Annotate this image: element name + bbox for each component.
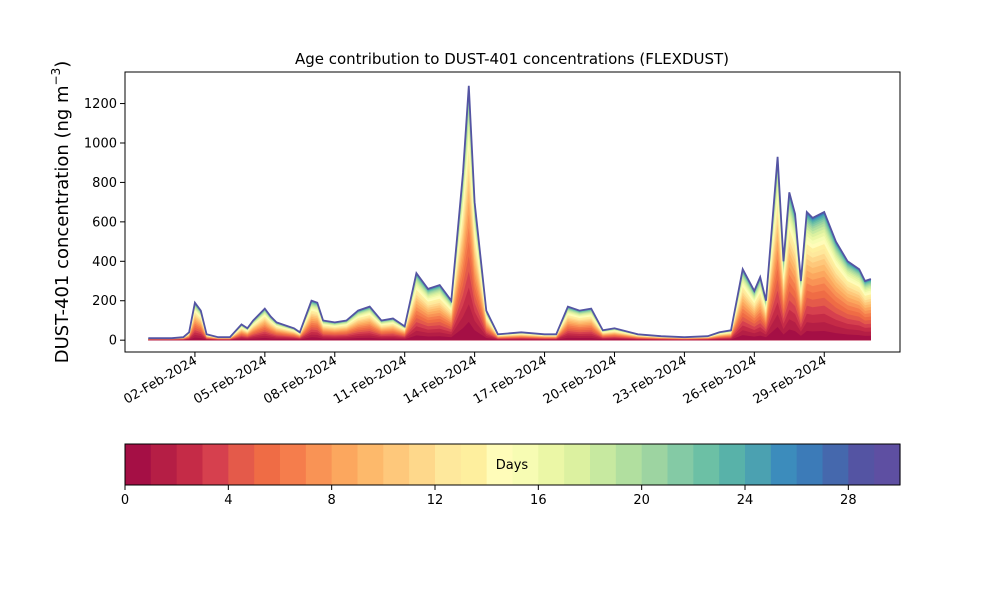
- colorbar-segment: [254, 444, 281, 485]
- y-tick-label: 400: [92, 255, 117, 270]
- x-tick-label: 20-Feb-2024: [541, 353, 620, 407]
- colorbar-segment: [331, 444, 359, 485]
- x-tick-label: 05-Feb-2024: [191, 353, 270, 407]
- y-axis-label-close: ): [52, 61, 73, 68]
- colorbar-segment: [435, 444, 462, 485]
- y-axis-label-main: DUST-401 concentration (ng m: [52, 85, 73, 363]
- x-tick-label: 11-Feb-2024: [331, 353, 410, 407]
- colorbar-segment: [512, 444, 539, 485]
- colorbar-tick-label: 8: [328, 493, 336, 508]
- colorbar-segment: [615, 444, 643, 485]
- colorbar-tick-label: 28: [840, 493, 857, 508]
- colorbar-segment: [280, 444, 307, 485]
- colorbar-segment: [176, 444, 204, 485]
- colorbar-segment: [564, 444, 591, 485]
- colorbar-segment: [796, 444, 824, 485]
- y-tick-label: 800: [92, 176, 117, 191]
- plot-frame: [124, 71, 901, 353]
- colorbar-segment: [150, 444, 178, 485]
- age-band-area: [148, 321, 871, 341]
- colorbar-segment: [590, 444, 617, 485]
- x-tick-label: 08-Feb-2024: [261, 353, 340, 407]
- x-axis: 02-Feb-202405-Feb-202408-Feb-202411-Feb-…: [121, 352, 829, 407]
- x-tick-label: 26-Feb-2024: [681, 353, 760, 407]
- colorbar-segment: [667, 444, 694, 485]
- y-tick-label: 0: [109, 334, 117, 349]
- colorbar-tick-label: 0: [121, 493, 129, 508]
- colorbar-tick-label: 16: [530, 493, 547, 508]
- y-tick-label: 1000: [84, 136, 117, 151]
- x-tick-label: 02-Feb-2024: [121, 353, 200, 407]
- colorbar-segment: [357, 444, 384, 485]
- x-tick-label: 14-Feb-2024: [401, 353, 480, 407]
- colorbar-segment: [486, 444, 514, 485]
- x-tick-label: 17-Feb-2024: [471, 353, 550, 407]
- y-axis-label-unit-exponent: −3: [49, 68, 63, 86]
- colorbar-tick-label: 24: [737, 493, 754, 508]
- colorbar-segment: [228, 444, 255, 485]
- plot-area: [148, 85, 872, 341]
- y-tick-label: 200: [92, 294, 117, 309]
- colorbar-segment: [202, 444, 229, 485]
- colorbar-segment: [848, 444, 875, 485]
- total-concentration-line: [148, 85, 872, 340]
- colorbar-segment: [641, 444, 669, 485]
- colorbar-segment: [745, 444, 772, 485]
- colorbar-frame: [124, 443, 901, 486]
- colorbar-segment: [693, 444, 720, 485]
- colorbar-tick-label: 4: [224, 493, 232, 508]
- colorbar-label: Days: [496, 458, 529, 473]
- colorbar-segment: [822, 444, 849, 485]
- colorbar-segment: [409, 444, 436, 485]
- x-tick-label: 29-Feb-2024: [751, 353, 830, 407]
- colorbar-segment: [383, 444, 410, 485]
- y-tick-label: 600: [92, 215, 117, 230]
- y-axis-label: DUST-401 concentration (ng m−3): [49, 61, 73, 364]
- x-tick-label: 23-Feb-2024: [611, 353, 690, 407]
- y-axis: 0 200 400 600 800 1000 1200: [84, 97, 125, 349]
- chart-title: Age contribution to DUST-401 concentrati…: [295, 50, 729, 68]
- colorbar-segment: [125, 444, 152, 485]
- colorbar-tick-label: 12: [427, 493, 444, 508]
- colorbar-segment: [538, 444, 565, 485]
- colorbar-segment: [305, 444, 333, 485]
- colorbar-segment: [719, 444, 746, 485]
- colorbar-tick-label: 20: [633, 493, 650, 508]
- colorbar-segment: [874, 444, 901, 485]
- colorbar-segment: [460, 444, 488, 485]
- colorbar-segment: [770, 444, 798, 485]
- y-tick-label: 1200: [84, 97, 117, 112]
- colorbar: 0 4 8 12 16 20 24 28: [121, 443, 901, 508]
